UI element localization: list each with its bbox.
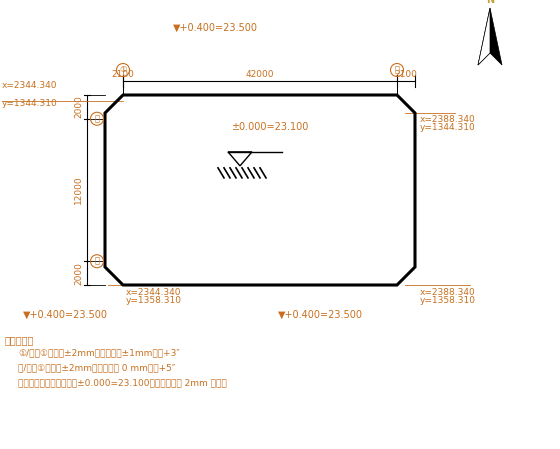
Text: 2000: 2000: [74, 96, 83, 119]
Text: x=2344.340: x=2344.340: [2, 81, 58, 90]
Text: ▼+0.400=23.500: ▼+0.400=23.500: [172, 23, 258, 33]
Text: y=1358.310: y=1358.310: [420, 296, 476, 305]
Text: x=2388.340: x=2388.340: [420, 115, 476, 124]
Text: ⓙ/ⓘ：①～ⓙ边±2mm；ⓐ～ⓘ边 0 mm，角+5″: ⓙ/ⓘ：①～ⓙ边±2mm；ⓐ～ⓘ边 0 mm，角+5″: [18, 363, 175, 372]
Text: ▼+0.400=23.500: ▼+0.400=23.500: [278, 310, 362, 320]
Text: 2000: 2000: [74, 262, 83, 285]
Polygon shape: [478, 8, 502, 65]
Text: 2100: 2100: [395, 70, 417, 79]
Text: 42000: 42000: [246, 70, 274, 79]
Text: ①/ⓐ：①～ⓙ边±2mm；ⓐ～ⓘ边±1mm，角+3″: ①/ⓐ：①～ⓙ边±2mm；ⓐ～ⓘ边±1mm，角+3″: [18, 348, 180, 357]
Text: ⓙ: ⓙ: [394, 66, 399, 75]
Text: y=1344.310: y=1344.310: [2, 99, 58, 108]
Text: ±0.000=23.100: ±0.000=23.100: [231, 122, 309, 132]
Text: y=1358.310: y=1358.310: [126, 296, 182, 305]
Text: 复测结果：: 复测结果：: [5, 335, 34, 345]
Text: x=2344.340: x=2344.340: [126, 288, 181, 297]
Polygon shape: [478, 8, 490, 65]
Text: ①: ①: [119, 66, 127, 75]
Text: ▼+0.400=23.500: ▼+0.400=23.500: [22, 310, 108, 320]
Text: x=2388.340: x=2388.340: [420, 288, 476, 297]
Text: ⓐ: ⓐ: [95, 114, 100, 123]
Text: N: N: [486, 0, 494, 5]
Text: 12000: 12000: [74, 176, 83, 204]
Text: 2100: 2100: [111, 70, 134, 79]
Text: ⓐ: ⓐ: [95, 257, 100, 266]
Text: 引测施工现场的施工标高±0.000=23.100，三个误差在 2mm 以内。: 引测施工现场的施工标高±0.000=23.100，三个误差在 2mm 以内。: [18, 378, 227, 387]
Text: y=1344.310: y=1344.310: [420, 123, 476, 132]
